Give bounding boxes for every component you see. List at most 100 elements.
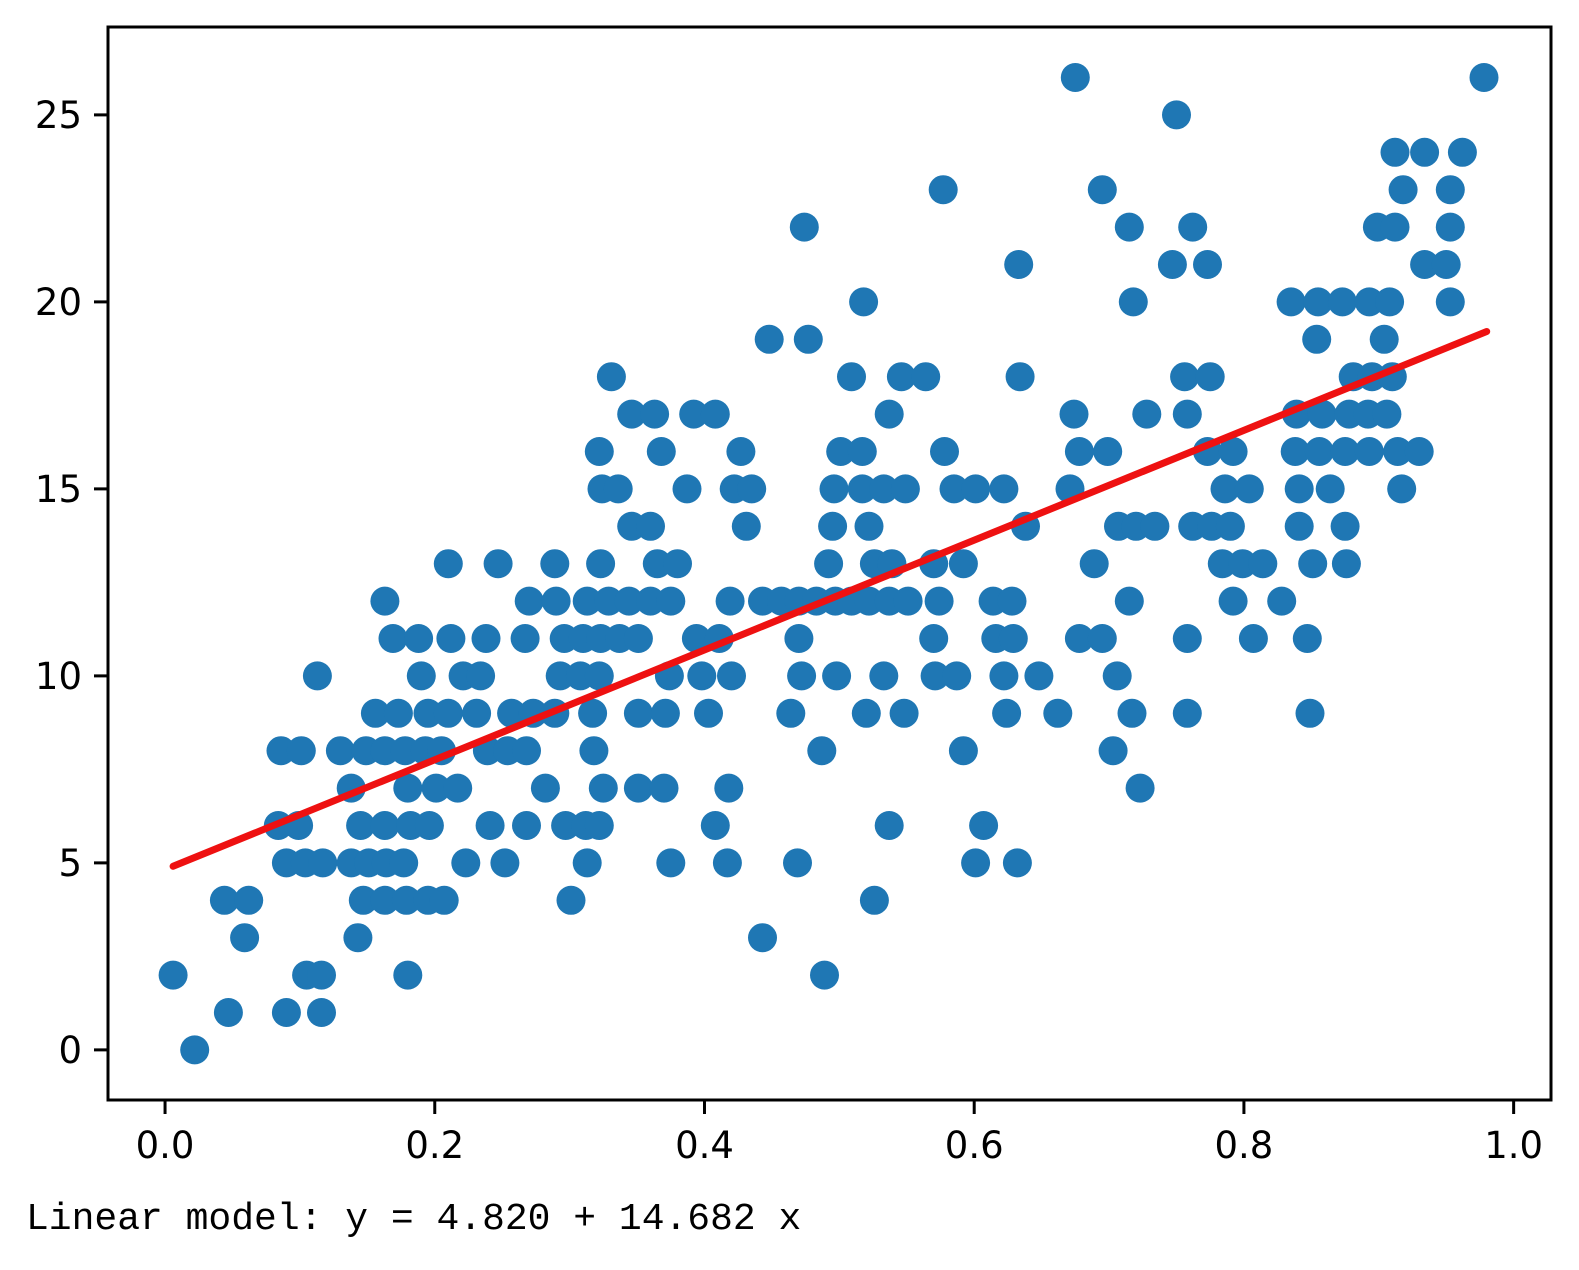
x-tick-label: 1.0 (1484, 1124, 1543, 1167)
data-point (404, 624, 434, 653)
data-point (389, 848, 419, 878)
data-point (271, 998, 301, 1027)
data-point (512, 811, 541, 840)
data-point (370, 736, 400, 766)
data-point (715, 586, 745, 616)
data-point (989, 661, 1019, 691)
data-point (1330, 511, 1360, 541)
data-point (1369, 324, 1399, 354)
data-point (230, 923, 260, 953)
data-point (847, 474, 877, 504)
data-point (572, 586, 602, 616)
data-point (1280, 437, 1310, 466)
data-point (1298, 549, 1328, 579)
data-point (939, 474, 969, 504)
data-point (307, 960, 336, 990)
data-point (266, 736, 296, 766)
data-point (1387, 474, 1417, 504)
data-point (475, 811, 505, 840)
data-point (578, 698, 608, 728)
data-point (1117, 698, 1147, 728)
data-point (1064, 624, 1094, 653)
data-point (1024, 661, 1054, 691)
data-point (793, 324, 823, 354)
data-point (1267, 586, 1297, 616)
data-point (1276, 287, 1306, 317)
data-point (393, 773, 423, 803)
data-point (1118, 287, 1148, 317)
data-point (737, 474, 767, 504)
data-point (1372, 399, 1402, 429)
data-point (1064, 437, 1094, 466)
data-point (1098, 736, 1128, 766)
data-point (886, 362, 916, 392)
data-point (1302, 324, 1332, 354)
data-point (433, 549, 463, 579)
data-point (383, 698, 413, 728)
data-point (594, 586, 624, 616)
data-point (919, 624, 949, 653)
data-point (1292, 624, 1322, 653)
data-point (1238, 624, 1268, 653)
data-point (859, 885, 889, 915)
data-point (731, 511, 761, 541)
data-point (325, 736, 355, 766)
data-point (930, 437, 959, 466)
data-point (1193, 250, 1222, 279)
data-point (714, 773, 744, 803)
data-point (370, 811, 400, 840)
data-point (617, 399, 647, 429)
data-point (530, 773, 560, 803)
data-point (308, 848, 338, 878)
data-point (854, 511, 884, 541)
data-point (1354, 437, 1384, 466)
data-point (754, 324, 784, 354)
data-point (209, 885, 239, 915)
data-point (681, 624, 711, 653)
data-point (636, 511, 665, 541)
data-point (623, 773, 653, 803)
data-point (1435, 287, 1465, 317)
data-point (1327, 287, 1357, 317)
data-point (969, 811, 999, 840)
data-point (1195, 362, 1225, 392)
data-point (584, 437, 614, 466)
data-point (603, 474, 633, 504)
x-tick-label: 0.4 (675, 1124, 734, 1167)
data-point (826, 437, 856, 466)
data-point (510, 624, 540, 653)
data-point (748, 923, 777, 953)
data-point (1375, 287, 1405, 317)
data-point (1162, 100, 1191, 130)
data-point (646, 437, 676, 466)
data-point (158, 960, 188, 990)
data-point (378, 624, 408, 653)
data-point (1114, 586, 1144, 616)
data-point (837, 362, 866, 392)
data-point (370, 586, 400, 616)
data-point (551, 811, 581, 840)
data-point (649, 773, 679, 803)
data-point (406, 661, 436, 691)
data-point (1132, 399, 1162, 429)
regression-line (169, 328, 1491, 870)
data-point (391, 885, 421, 915)
y-tick-label: 0 (58, 1029, 82, 1072)
data-point (818, 511, 848, 541)
data-point (889, 698, 919, 728)
data-point (810, 960, 839, 990)
data-point (588, 773, 618, 803)
data-point (1284, 474, 1314, 504)
data-point (851, 698, 881, 728)
data-point (1404, 437, 1434, 466)
data-point (1125, 773, 1155, 803)
data-point (961, 848, 991, 878)
y-tick-label: 20 (35, 281, 82, 324)
data-point (1331, 549, 1361, 579)
data-point (343, 923, 373, 953)
y-tick-label: 25 (35, 94, 82, 137)
data-point (1388, 175, 1418, 205)
data-point (650, 698, 680, 728)
data-point (1383, 437, 1413, 466)
data-point (302, 661, 332, 691)
